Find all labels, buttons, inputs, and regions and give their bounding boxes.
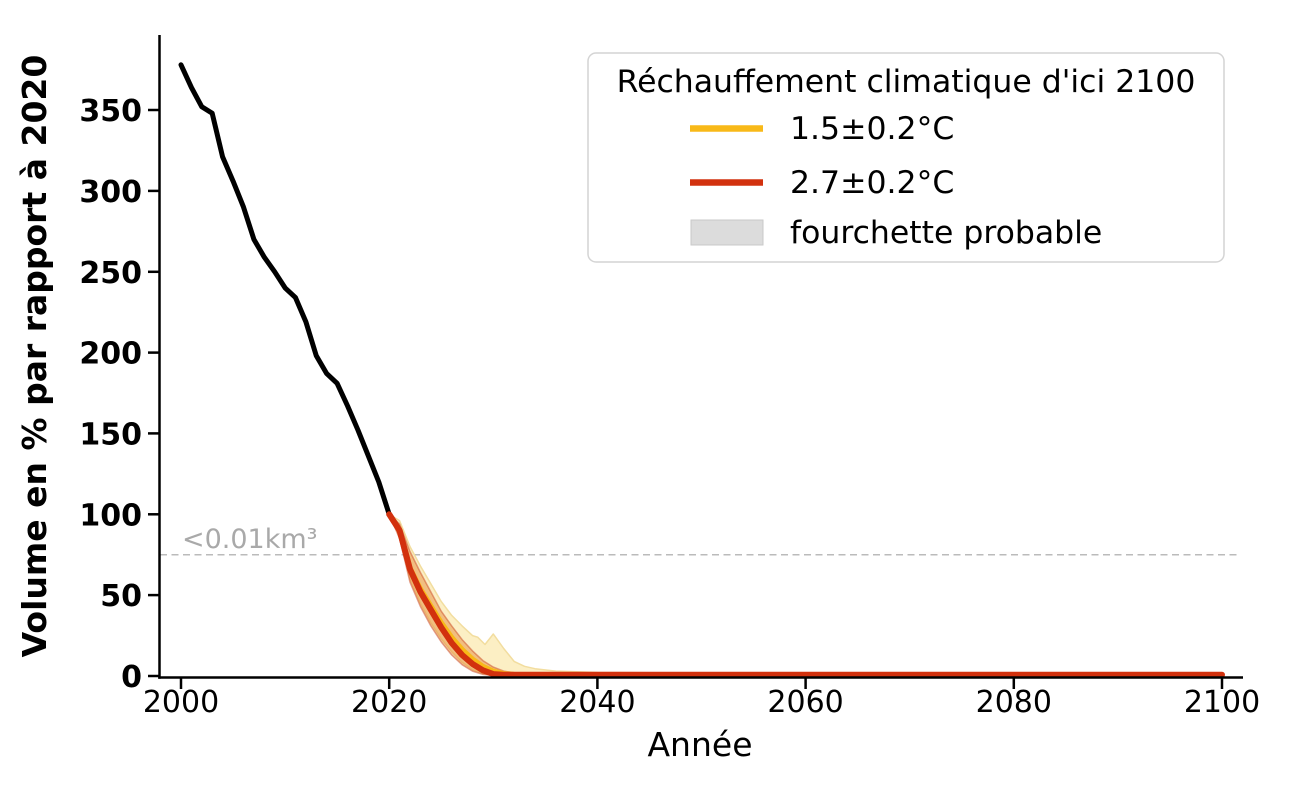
x-axis-label: Année	[647, 725, 752, 764]
legend-label-27: 2.7±0.2°C	[790, 165, 954, 201]
y-tick-label: 0	[121, 660, 142, 695]
x-tick-label: 2020	[351, 685, 427, 720]
band-1	[388, 513, 1223, 677]
x-tick-label: 2040	[559, 685, 635, 720]
legend-label-range: fourchette probable	[790, 215, 1102, 251]
x-tick-label: 2060	[767, 685, 843, 720]
legend-title: Réchauffement climatique d'ici 2100	[617, 64, 1196, 100]
y-tick-label: 350	[79, 94, 142, 129]
data-lines	[178, 62, 1225, 678]
threshold-label: <0.01km³	[182, 524, 318, 555]
uncertainty-bands	[388, 513, 1223, 677]
legend-swatch-patch	[690, 219, 764, 246]
legend-box	[587, 52, 1225, 263]
y-tick-label: 300	[79, 175, 142, 210]
axes: 2000 2020 2040 2060 2080 2100 0 50 100 150 200 250…	[15, 35, 1260, 764]
legend: Réchauffement climatique d'ici 2100 1.5±…	[587, 52, 1225, 263]
x-tick-label: 2080	[976, 685, 1052, 720]
y-tick-label: 150	[79, 417, 142, 452]
legend-label-15: 1.5±0.2°C	[790, 111, 954, 147]
x-ticks: 2000 2020 2040 2060 2080 2100	[143, 678, 1260, 720]
band-0	[388, 513, 1223, 677]
x-tick-label: 2100	[1184, 685, 1260, 720]
series-line-0	[178, 62, 392, 517]
y-tick-label: 250	[79, 256, 142, 291]
y-tick-label: 50	[100, 579, 142, 614]
y-tick-label: 200	[79, 337, 142, 372]
y-axis-label: Volume en % par rapport à 2020	[15, 55, 54, 658]
x-tick-label: 2000	[143, 685, 219, 720]
y-ticks: 0 50 100 150 200 250 300 350	[79, 94, 159, 695]
series-line-2	[386, 511, 1225, 678]
y-tick-label: 100	[79, 498, 142, 533]
series-line-1	[386, 511, 1225, 677]
